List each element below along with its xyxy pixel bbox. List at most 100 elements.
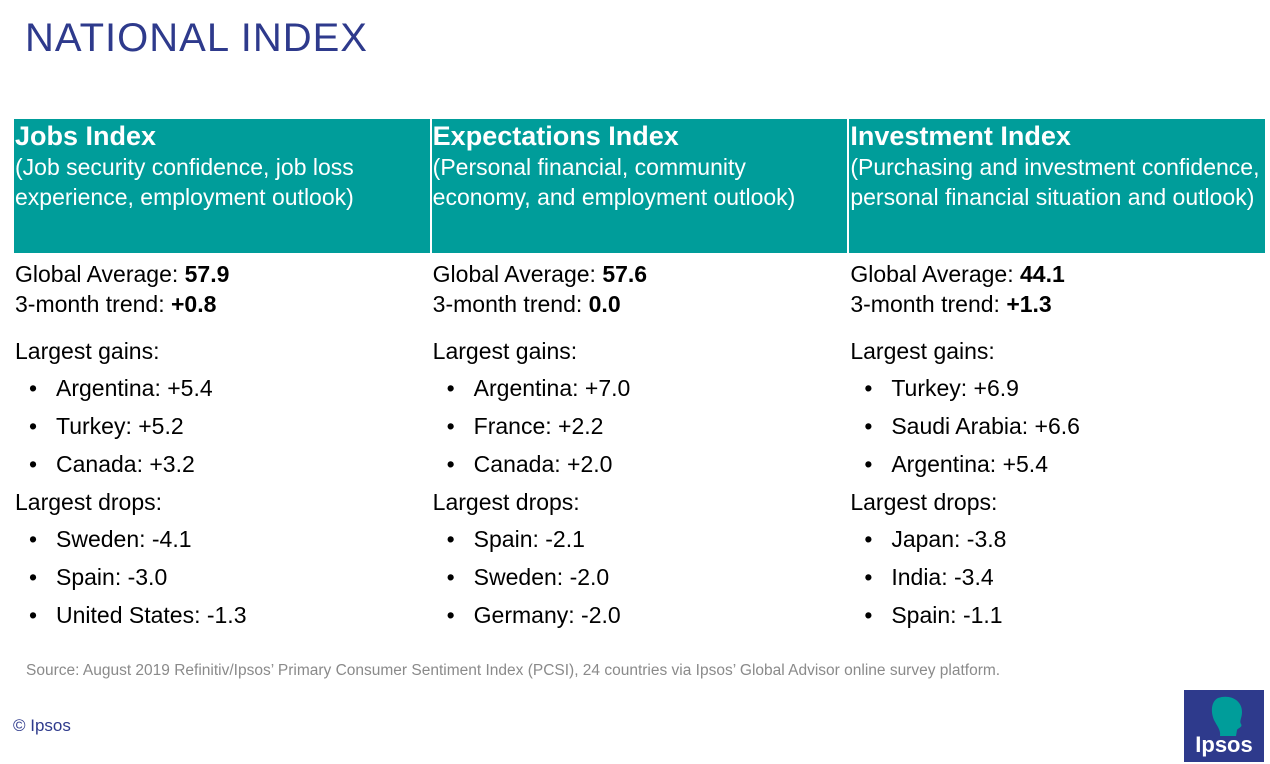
list-item-text: United States: -1.3	[56, 602, 247, 628]
copyright: © Ipsos	[13, 716, 71, 735]
list-item-text: India: -3.4	[891, 564, 994, 590]
gains-label: Largest gains:	[432, 338, 578, 364]
column-header: Investment Index (Purchasing and investm…	[849, 119, 1266, 253]
global-average: Global Average: 57.9	[15, 259, 430, 289]
source-note: Source: August 2019 Refinitiv/Ipsos’ Pri…	[26, 662, 1001, 679]
gains-list: • Argentina: +7.0 • France: +2.2 • Canada: …	[433, 369, 848, 483]
bullet: •	[29, 451, 38, 477]
list-item: • Turkey: +5.2	[15, 407, 430, 445]
column-heading: Investment Index	[850, 121, 1071, 151]
column-header: Expectations Index (Personal financial, …	[431, 119, 848, 253]
bullet: •	[29, 413, 38, 439]
global-average-value: 57.6	[602, 261, 648, 287]
bullet: •	[446, 526, 455, 552]
trend: 3-month trend: +0.8	[15, 289, 430, 319]
list-item: • Saudi Arabia: +6.6	[850, 407, 1265, 445]
column-body: Global Average: 44.1 3-month trend: +1.3…	[849, 253, 1265, 634]
investment-index-column: Investment Index (Purchasing and investm…	[847, 119, 1266, 634]
bullet: •	[864, 451, 873, 477]
column-body: Global Average: 57.9 3-month trend: +0.8…	[14, 253, 430, 634]
column-heading: Expectations Index	[432, 121, 679, 151]
column-heading: Jobs Index	[15, 121, 157, 151]
list-item: • India: -3.4	[850, 558, 1265, 596]
list-item: • Argentina: +7.0	[433, 369, 848, 407]
bullet: •	[446, 564, 455, 590]
list-item-text: Canada: +3.2	[56, 451, 195, 477]
trend: 3-month trend: +1.3	[850, 289, 1265, 319]
gains-label: Largest gains:	[15, 338, 160, 364]
list-item-text: Argentina: +5.4	[891, 451, 1048, 477]
bullet: •	[864, 602, 873, 628]
list-item: • United States: -1.3	[15, 596, 430, 634]
jobs-index-column: Jobs Index (Job security confidence, job…	[14, 119, 430, 634]
list-item: • Spain: -1.1	[850, 596, 1265, 634]
list-item: • Sweden: -4.1	[15, 520, 430, 558]
list-item-text: Argentina: +7.0	[473, 375, 631, 401]
drops-list: • Japan: -3.8 • India: -3.4 • Spain: -1.1	[850, 520, 1265, 634]
list-item-text: Spain: -2.1	[473, 526, 585, 552]
list-item: • France: +2.2	[433, 407, 848, 445]
column-header: Jobs Index (Job security confidence, job…	[14, 119, 430, 253]
list-item-text: Spain: -1.1	[891, 602, 1003, 628]
bullet: •	[29, 375, 38, 401]
global-average-label: Global Average:	[432, 261, 603, 287]
list-item-text: France: +2.2	[473, 413, 604, 439]
drops-list: • Spain: -2.1 • Sweden: -2.0 • Germany: -2.…	[433, 520, 848, 634]
expectations-index-column: Expectations Index (Personal financial, …	[429, 119, 848, 634]
page-title: NATIONAL INDEX	[25, 16, 368, 60]
bullet: •	[864, 375, 873, 401]
list-item-text: Saudi Arabia: +6.6	[891, 413, 1080, 439]
head-profile-icon	[1211, 696, 1242, 736]
bullet: •	[29, 526, 38, 552]
trend-value: +0.8	[170, 291, 217, 317]
list-item-text: Turkey: +5.2	[56, 413, 184, 439]
global-average: Global Average: 44.1	[850, 259, 1265, 289]
bullet: •	[446, 375, 455, 401]
trend-value: 0.0	[588, 291, 621, 317]
index-columns: Jobs Index (Job security confidence, job…	[14, 119, 1266, 634]
bullet: •	[446, 602, 455, 628]
list-item-text: Sweden: -2.0	[473, 564, 610, 590]
column-subheading: (Personal financial, community economy, …	[432, 154, 796, 210]
global-average-value: 44.1	[1019, 261, 1065, 287]
gains-list: • Argentina: +5.4 • Turkey: +5.2 • Canada: …	[15, 369, 430, 483]
list-item-text: Spain: -3.0	[56, 564, 168, 590]
bullet: •	[29, 602, 38, 628]
trend: 3-month trend: 0.0	[433, 289, 848, 319]
global-average-value: 57.9	[184, 261, 230, 287]
column-body: Global Average: 57.6 3-month trend: 0.0 …	[432, 253, 848, 634]
list-item: • Argentina: +5.4	[15, 369, 430, 407]
global-average-label: Global Average:	[850, 261, 1020, 287]
list-item: • Spain: -2.1	[433, 520, 848, 558]
drops-label: Largest drops:	[432, 489, 580, 515]
gains-label: Largest gains:	[850, 338, 995, 364]
list-item: • Sweden: -2.0	[433, 558, 848, 596]
bullet: •	[446, 413, 455, 439]
list-item: • Germany: -2.0	[433, 596, 848, 634]
bullet: •	[864, 413, 873, 439]
list-item: • Canada: +2.0	[433, 445, 848, 483]
drops-list: • Sweden: -4.1 • Spain: -3.0 • United State…	[15, 520, 430, 634]
list-item: • Turkey: +6.9	[850, 369, 1265, 407]
trend-value: +1.3	[1006, 291, 1052, 317]
list-item-text: Japan: -3.8	[891, 526, 1007, 552]
drops-label: Largest drops:	[15, 489, 163, 515]
list-item: • Canada: +3.2	[15, 445, 430, 483]
logo-wordmark: Ipsos	[1195, 732, 1253, 757]
bullet: •	[864, 564, 873, 590]
list-item-text: Turkey: +6.9	[891, 375, 1019, 401]
bullet: •	[29, 564, 38, 590]
drops-label: Largest drops:	[850, 489, 998, 515]
bullet: •	[446, 451, 455, 477]
list-item-text: Canada: +2.0	[473, 451, 613, 477]
global-average: Global Average: 57.6	[433, 259, 848, 289]
column-subheading: (Job security confidence, job loss exper…	[15, 154, 354, 210]
gains-list: • Turkey: +6.9 • Saudi Arabia: +6.6 • Argen…	[850, 369, 1265, 483]
global-average-label: Global Average:	[15, 261, 185, 287]
list-item: • Japan: -3.8	[850, 520, 1265, 558]
trend-label: 3-month trend:	[15, 291, 171, 317]
bullet: •	[864, 526, 873, 552]
column-subheading: (Purchasing and investment confidence, p…	[850, 154, 1260, 210]
list-item: • Argentina: +5.4	[850, 445, 1265, 483]
trend-label: 3-month trend:	[432, 291, 589, 317]
